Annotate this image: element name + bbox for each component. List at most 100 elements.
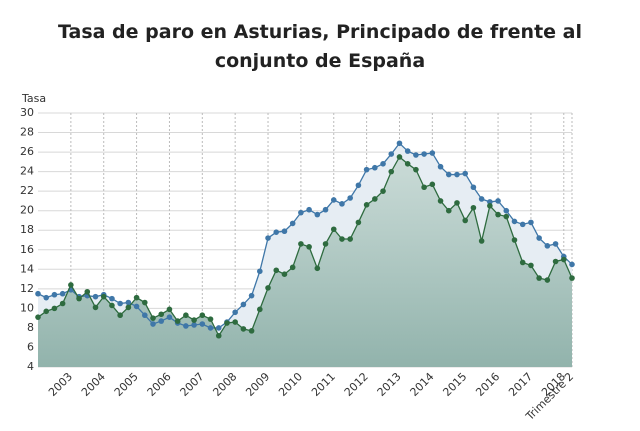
data-point bbox=[150, 321, 156, 327]
data-point bbox=[454, 200, 460, 206]
data-point bbox=[199, 312, 206, 319]
y-tick-label: 4 bbox=[27, 360, 34, 373]
data-point bbox=[454, 171, 460, 178]
data-point bbox=[298, 241, 304, 247]
data-point bbox=[281, 228, 288, 235]
data-point bbox=[265, 235, 271, 241]
y-tick-label: 26 bbox=[20, 145, 34, 158]
data-point bbox=[330, 226, 337, 233]
data-point bbox=[125, 304, 132, 311]
x-tick-label: 2014 bbox=[408, 370, 437, 399]
data-point bbox=[355, 182, 362, 189]
data-point bbox=[519, 221, 526, 228]
data-point bbox=[462, 217, 469, 224]
data-point bbox=[133, 294, 140, 301]
data-point bbox=[552, 241, 559, 247]
data-point bbox=[100, 293, 107, 300]
data-point bbox=[503, 207, 510, 214]
data-point bbox=[487, 203, 493, 209]
data-point bbox=[92, 304, 99, 311]
data-point bbox=[437, 198, 444, 204]
data-point bbox=[569, 275, 575, 281]
data-point bbox=[380, 161, 386, 167]
data-point bbox=[306, 206, 312, 213]
data-point bbox=[503, 213, 510, 220]
data-point bbox=[552, 258, 559, 265]
data-point bbox=[142, 312, 148, 319]
data-point bbox=[158, 311, 165, 318]
data-point bbox=[109, 302, 115, 309]
data-point bbox=[536, 275, 542, 281]
y-tick-label: 24 bbox=[20, 165, 34, 178]
y-tick-label: 8 bbox=[27, 321, 34, 334]
data-point bbox=[306, 244, 312, 250]
data-point bbox=[495, 211, 501, 218]
data-point bbox=[363, 202, 370, 208]
data-point bbox=[413, 152, 419, 158]
data-point bbox=[166, 314, 173, 320]
data-point bbox=[248, 328, 255, 334]
data-point bbox=[273, 267, 280, 274]
data-point bbox=[35, 314, 41, 320]
data-point bbox=[117, 312, 123, 319]
data-point bbox=[289, 220, 296, 227]
x-tick-label: 2007 bbox=[178, 370, 207, 399]
data-point bbox=[478, 238, 485, 244]
data-point bbox=[544, 243, 551, 249]
data-point bbox=[511, 218, 518, 225]
data-point bbox=[314, 211, 321, 218]
data-point bbox=[339, 236, 345, 242]
x-tick-label: 2016 bbox=[473, 370, 502, 399]
data-point bbox=[404, 161, 411, 167]
x-tick-label: 2009 bbox=[243, 370, 272, 399]
y-tick-label: 6 bbox=[27, 340, 34, 353]
data-point bbox=[59, 300, 66, 307]
data-point bbox=[257, 306, 263, 313]
data-point bbox=[281, 271, 288, 277]
data-point bbox=[413, 166, 419, 173]
data-point bbox=[445, 171, 452, 178]
data-point bbox=[536, 235, 542, 241]
data-point bbox=[314, 265, 321, 272]
data-point bbox=[495, 198, 501, 204]
data-point bbox=[429, 181, 436, 188]
data-point bbox=[372, 164, 378, 171]
data-point bbox=[125, 299, 132, 306]
data-point bbox=[437, 163, 444, 170]
x-tick-label: 2008 bbox=[210, 370, 239, 399]
data-point bbox=[289, 264, 296, 271]
data-point bbox=[215, 332, 222, 339]
data-point bbox=[240, 326, 247, 332]
x-tick-label: 2006 bbox=[145, 370, 174, 399]
data-point bbox=[544, 277, 551, 283]
data-point bbox=[445, 207, 452, 214]
data-point bbox=[388, 151, 395, 157]
data-point bbox=[191, 322, 197, 328]
data-point bbox=[470, 204, 477, 211]
data-point bbox=[560, 256, 567, 263]
data-point bbox=[232, 319, 238, 325]
x-tick-label: 2012 bbox=[342, 370, 371, 399]
data-point bbox=[158, 318, 165, 324]
data-point bbox=[183, 312, 189, 319]
y-tick-label: 18 bbox=[20, 223, 34, 236]
data-point bbox=[224, 320, 230, 326]
data-point bbox=[396, 140, 403, 147]
x-tick-label: 2011 bbox=[309, 370, 338, 399]
data-point bbox=[478, 196, 485, 202]
y-tick-label: 16 bbox=[20, 243, 34, 256]
data-point bbox=[330, 197, 337, 203]
data-point bbox=[174, 318, 181, 324]
data-point bbox=[298, 209, 304, 216]
x-tick-label: 2015 bbox=[440, 370, 469, 399]
data-point bbox=[59, 290, 66, 297]
data-point bbox=[183, 323, 189, 329]
x-tick-label: 2004 bbox=[79, 370, 108, 399]
data-point bbox=[232, 309, 238, 316]
y-axis-label: Tasa bbox=[21, 92, 46, 105]
data-point bbox=[569, 261, 575, 268]
data-point bbox=[462, 170, 469, 177]
data-point bbox=[117, 300, 123, 307]
data-point bbox=[273, 229, 280, 235]
